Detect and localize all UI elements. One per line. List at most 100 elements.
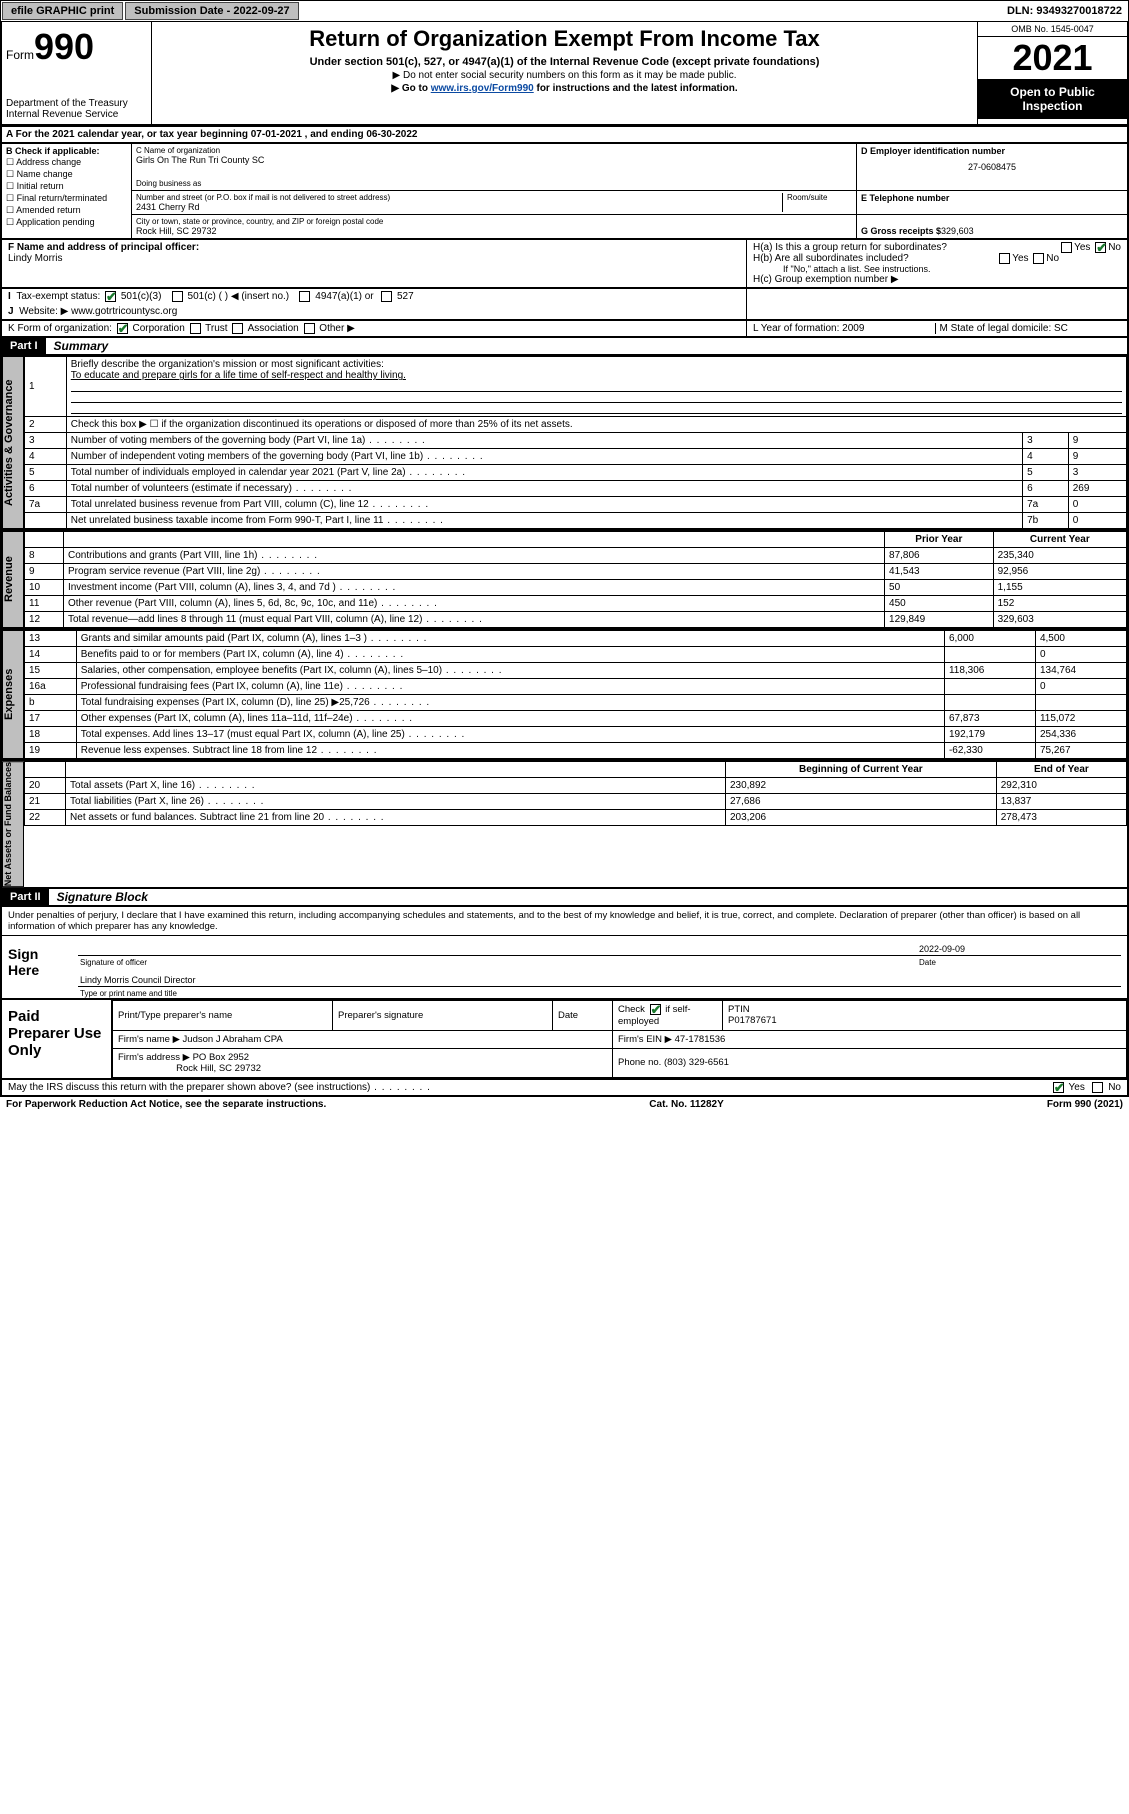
col-end: End of Year	[996, 762, 1126, 778]
line-desc: Other revenue (Part VIII, column (A), li…	[63, 596, 884, 612]
prior-val: 118,306	[944, 663, 1035, 679]
form-header: Form990 Department of the Treasury Inter…	[0, 22, 1129, 126]
line-desc: Program service revenue (Part VIII, line…	[63, 564, 884, 580]
discuss-yes[interactable]	[1053, 1082, 1064, 1093]
ha-no[interactable]	[1095, 242, 1106, 253]
prior-val: 41,543	[885, 564, 994, 580]
section-bcdeg: B Check if applicable: ☐ Address change …	[0, 144, 1129, 240]
line-num: 22	[25, 810, 66, 826]
c-street-label: Number and street (or P.O. box if mail i…	[136, 193, 782, 202]
line-val: 3	[1068, 465, 1126, 481]
ptin-lbl: PTIN	[728, 1004, 750, 1015]
sign-here: Sign Here	[2, 936, 72, 998]
f-label: F Name and address of principal officer:	[8, 242, 740, 253]
curr-val: 152	[993, 596, 1126, 612]
chk-application-pending[interactable]: ☐ Application pending	[6, 217, 127, 228]
i-501c[interactable]	[172, 291, 183, 302]
ein-lbl: Firm's EIN ▶	[618, 1034, 672, 1045]
curr-val: 0	[1035, 679, 1126, 695]
line-num: 17	[25, 711, 77, 727]
hb-yes[interactable]	[999, 253, 1010, 264]
c-name-label: C Name of organization	[136, 146, 852, 155]
line-num: 7a	[25, 497, 67, 513]
firm-phone: (803) 329-6561	[664, 1057, 729, 1068]
prior-val	[944, 647, 1035, 663]
section-b: B Check if applicable: ☐ Address change …	[2, 144, 132, 238]
chk-final-return[interactable]: ☐ Final return/terminated	[6, 193, 127, 204]
org-name: Girls On The Run Tri County SC	[136, 155, 852, 165]
prior-val	[944, 695, 1035, 711]
firm-ein: 47-1781536	[675, 1034, 726, 1045]
ha: H(a) Is this a group return for subordin…	[753, 242, 1121, 253]
chk-name-change[interactable]: ☐ Name change	[6, 169, 127, 180]
line-num: 9	[25, 564, 64, 580]
line-desc: Benefits paid to or for members (Part IX…	[76, 647, 944, 663]
sub3-post: for instructions and the latest informat…	[534, 83, 738, 94]
form-prefix: Form	[6, 48, 34, 62]
header-mid: Return of Organization Exempt From Incom…	[152, 22, 977, 124]
prior-val	[944, 679, 1035, 695]
section-a: A For the 2021 calendar year, or tax yea…	[0, 126, 1129, 144]
efile-button[interactable]: efile GRAPHIC print	[2, 2, 123, 20]
i-527[interactable]	[381, 291, 392, 302]
dept: Department of the Treasury	[6, 98, 147, 109]
city: Rock Hill, SC 29732	[136, 226, 852, 236]
sig-name-lbl: Type or print name and title	[72, 989, 1127, 998]
k-trust[interactable]	[190, 323, 201, 334]
curr-val: 134,764	[1035, 663, 1126, 679]
prior-val: 27,686	[725, 794, 996, 810]
q1-label: Briefly describe the organization's miss…	[71, 359, 384, 370]
cat-no: Cat. No. 11282Y	[649, 1099, 723, 1110]
line-box: 7b	[1023, 513, 1069, 529]
paid-side: Paid Preparer Use Only	[2, 1000, 112, 1077]
addr-lbl: Firm's address ▶	[118, 1052, 190, 1063]
line-num: 5	[25, 465, 67, 481]
omb-number: OMB No. 1545-0047	[978, 22, 1127, 37]
side-rev: Revenue	[2, 531, 24, 628]
line-desc: Total number of individuals employed in …	[66, 465, 1022, 481]
discuss-no[interactable]	[1092, 1082, 1103, 1093]
q2: Check this box ▶ ☐ if the organization d…	[66, 417, 1126, 433]
chk-initial-return[interactable]: ☐ Initial return	[6, 181, 127, 192]
l-label: L Year of formation:	[753, 323, 842, 334]
curr-val: 4,500	[1035, 631, 1126, 647]
k-other[interactable]	[304, 323, 315, 334]
prior-val: 87,806	[885, 548, 994, 564]
i-4947[interactable]	[299, 291, 310, 302]
d-label: D Employer identification number	[861, 146, 1123, 156]
section-fh: F Name and address of principal officer:…	[0, 240, 1129, 289]
form-ref: Form 990 (2021)	[1047, 1099, 1123, 1110]
i-501c3[interactable]	[105, 291, 116, 302]
irs: Internal Revenue Service	[6, 109, 147, 120]
line-num: 18	[25, 727, 77, 743]
self-employed-chk[interactable]	[650, 1004, 661, 1015]
i-label: Tax-exempt status:	[16, 291, 100, 302]
part2-hdr: Part II	[2, 889, 49, 905]
side-exp: Expenses	[2, 630, 24, 759]
m-label: M State of legal domicile:	[940, 323, 1055, 334]
subdate-button[interactable]: Submission Date - 2022-09-27	[125, 2, 298, 20]
hb-no[interactable]	[1033, 253, 1044, 264]
k-corp[interactable]	[117, 323, 128, 334]
instructions-link[interactable]: www.irs.gov/Form990	[431, 83, 534, 94]
prior-val: 192,179	[944, 727, 1035, 743]
line-num: 15	[25, 663, 77, 679]
ha-yes[interactable]	[1061, 242, 1072, 253]
line-desc: Investment income (Part VIII, column (A)…	[63, 580, 884, 596]
line-desc: Total fundraising expenses (Part IX, col…	[76, 695, 944, 711]
chk-address-change[interactable]: ☐ Address change	[6, 157, 127, 168]
line-num: 14	[25, 647, 77, 663]
exp-section: Expenses 13 Grants and similar amounts p…	[0, 630, 1129, 761]
k-label: K Form of organization:	[8, 323, 112, 334]
principal-officer: Lindy Morris	[8, 253, 740, 264]
paid-preparer: Paid Preparer Use Only Print/Type prepar…	[0, 1000, 1129, 1079]
line-desc: Professional fundraising fees (Part IX, …	[76, 679, 944, 695]
j-label: Website: ▶	[19, 306, 68, 317]
chk-amended-return[interactable]: ☐ Amended return	[6, 205, 127, 216]
k-assoc[interactable]	[232, 323, 243, 334]
part1-bar: Part I Summary	[0, 338, 1129, 356]
subtitle-2: ▶ Do not enter social security numbers o…	[160, 70, 969, 81]
section-ij: I Tax-exempt status: 501(c)(3) 501(c) ( …	[0, 289, 1129, 321]
line-box: 5	[1023, 465, 1069, 481]
sig-date: 2022-09-09	[919, 944, 1119, 954]
